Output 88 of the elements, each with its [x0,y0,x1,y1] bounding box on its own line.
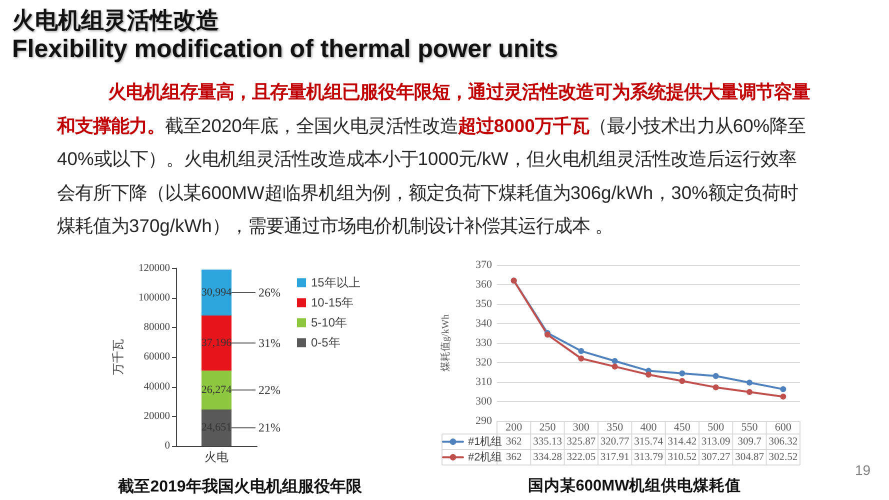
y-tick-label: 320 [476,356,492,368]
y-tick-label: 370 [476,259,492,271]
data-label: 310.52 [668,452,697,463]
data-label: 362 [506,436,522,448]
text: 截至2020年底，全国火电灵活性改造 [165,114,458,136]
data-label: 302.52 [768,452,798,463]
x-tick-label: 300 [572,422,590,434]
y-tick-label: 0 [164,440,170,452]
data-label: 314.42 [668,436,697,448]
y-axis-title: 煤耗值g/kWh [440,314,452,372]
x-tick-label: 350 [606,422,624,434]
y-tick-label: 360 [476,278,492,290]
text: 超过8000万千瓦 [458,114,589,136]
y-tick-label: 290 [476,415,492,427]
text: 21% [258,420,280,435]
point [646,372,652,378]
x-tick-label: 250 [539,422,556,434]
point [712,372,719,379]
data-label: 335.13 [533,436,562,448]
data-label: 317.91 [600,452,630,463]
point [578,356,584,362]
data-label: 304.87 [735,452,764,463]
text: 和支撑能力。 [57,114,165,136]
data-label: 362 [506,452,522,463]
legend-label: 5-10年 [311,316,348,330]
text: Flexibility modification of thermal power units [12,34,558,64]
data-label: 309.7 [738,436,762,448]
text: 火电机组存量高，且存量机组已服役年限短，通过灵活性改造可为系统提供大量调节容量 [108,81,810,102]
text: 火电机组灵活性改造 [12,6,219,34]
data-label: 37,196 [201,337,232,350]
legend-label: #1机组 [468,436,502,448]
point [712,384,719,390]
data-label: 322.05 [566,452,596,463]
y-tick-label: 40000 [144,381,170,392]
bar [202,370,232,410]
x-tick-label: 450 [674,422,691,434]
point [679,378,686,384]
y-tick-label: 20000 [144,410,170,422]
text: 煤耗值为370g/kWh），需要通过市场电价机制设计补偿其运行成本 。 [57,215,613,236]
bar [202,316,232,371]
text: 40%或以下）。火电机组灵活性改造成本小于1000元/kW，但火电机组灵活性改造后运行效率 [57,148,796,170]
x-tick-label: 550 [741,422,758,434]
data-label: 325.87 [566,436,596,448]
data-label: 313.09 [701,436,730,448]
y-tick-label: 60000 [144,352,170,363]
y-tick-label: 350 [476,298,492,310]
y-tick-label: 310 [476,376,492,388]
data-label: 313.79 [634,452,663,463]
y-tick-label: 80000 [144,322,170,334]
x-tick-label: 600 [774,422,792,434]
data-label: 315.74 [634,436,664,448]
legend-label: 10-15年 [311,296,354,310]
text: 19 [855,462,871,478]
data-label: 30,994 [201,286,232,299]
point [746,380,752,386]
data-label: 307.27 [701,452,730,463]
bar [202,270,232,316]
legend-label: 0-5年 [311,336,340,350]
x-tick-label: 500 [708,422,725,434]
point [780,394,786,400]
legend-label: #2机组 [468,451,502,464]
y-tick-label: 330 [476,337,492,349]
text: 国内某600MW机组供电煤耗值 [528,476,742,494]
y-tick-label: 300 [476,396,492,408]
text: 31% [258,336,280,350]
data-label: 320.77 [600,436,630,448]
legend-label: 15年以上 [311,276,360,290]
point [780,386,786,392]
point [679,370,686,376]
y-axis-title: 万千瓦 [111,339,125,376]
point [746,389,752,395]
x-tick-label: 200 [506,422,523,434]
data-label: 306.32 [768,436,798,448]
data-label: 26,274 [201,384,232,396]
x-tick-label: 400 [640,422,658,434]
text: （最小技术出力从60%降至 [588,114,806,136]
point [578,348,584,354]
text: 会有所下降（以某600MW超临界机组为例，额定负荷下煤耗值为306g/kWh，30%额定负荷时 [57,182,798,203]
text: 22% [258,383,280,398]
y-tick-label: 100000 [138,292,170,304]
y-tick-label: 120000 [138,262,170,274]
point [612,364,618,370]
y-tick-label: 340 [476,318,492,330]
x-tick-label: 火电 [204,450,228,464]
point [612,358,618,364]
text: 截至2019年我国火电机组服役年限 [117,478,363,496]
data-label: 334.28 [533,452,562,463]
text: 26% [258,286,280,300]
